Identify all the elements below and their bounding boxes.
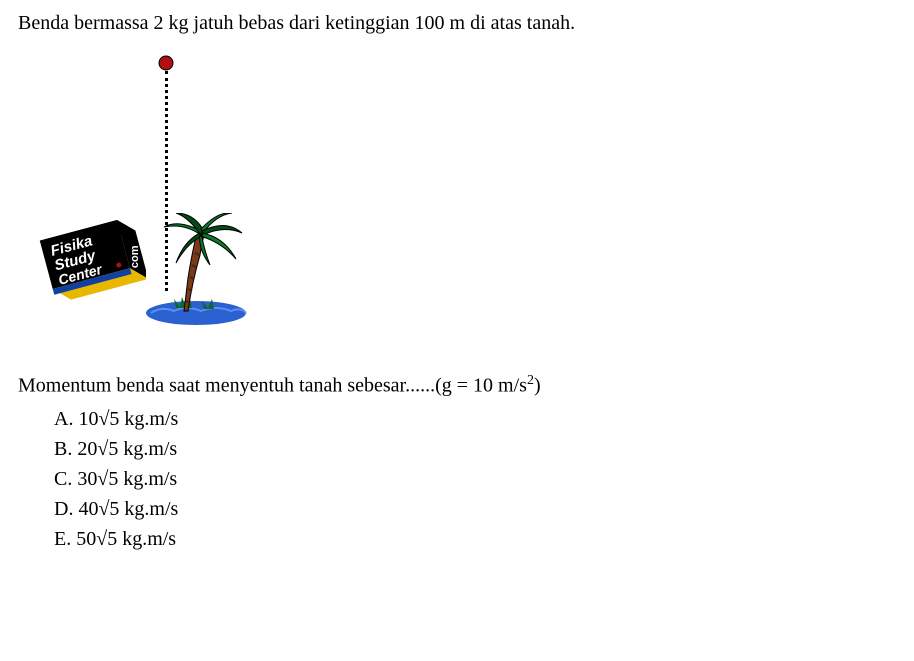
ball-icon — [158, 55, 174, 71]
book-logo-icon: Fisika Study Center com — [36, 208, 146, 308]
options-list: A. 10√5 kg.m/s B. 20√5 kg.m/s C. 30√5 kg… — [54, 404, 896, 554]
question-text: Benda bermassa 2 kg jatuh bebas dari ket… — [18, 12, 896, 35]
option-c: C. 30√5 kg.m/s — [54, 464, 896, 494]
option-a: A. 10√5 kg.m/s — [54, 404, 896, 434]
option-b: B. 20√5 kg.m/s — [54, 434, 896, 464]
palm-tree-icon — [146, 213, 266, 333]
momentum-exponent: 2 — [527, 373, 534, 388]
svg-text:com: com — [129, 245, 141, 268]
momentum-prefix: Momentum benda saat menyentuh tanah sebe… — [18, 375, 527, 397]
option-d: D. 40√5 kg.m/s — [54, 494, 896, 524]
momentum-question: Momentum benda saat menyentuh tanah sebe… — [18, 373, 896, 398]
momentum-suffix: ) — [534, 375, 541, 397]
physics-diagram: Fisika Study Center com — [28, 53, 288, 343]
option-e: E. 50√5 kg.m/s — [54, 524, 896, 554]
